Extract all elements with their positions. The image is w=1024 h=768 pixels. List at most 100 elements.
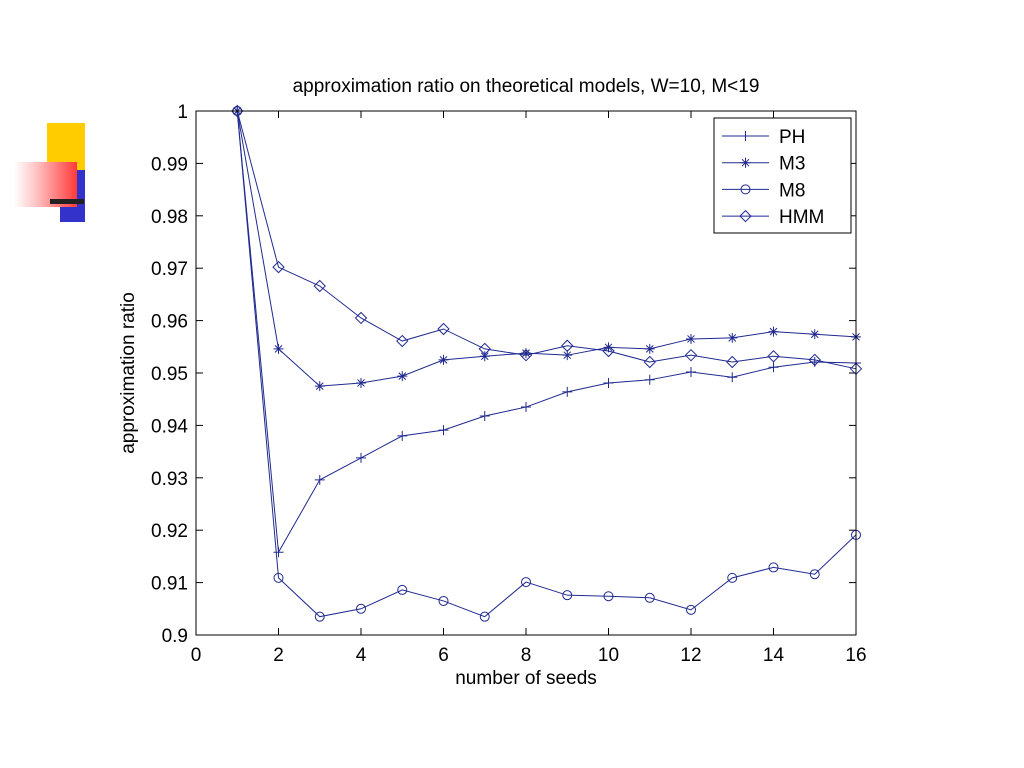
data-point-hmm: [684, 348, 698, 362]
legend-label: M8: [779, 180, 805, 201]
y-tick-label: 0.99: [151, 154, 188, 175]
axis-ticks: 0.9 0.91 0.92 0.93 0.94 0.95 0.96 0.97 0.98 0.99 1…: [151, 102, 867, 666]
y-tick-label: 0.92: [151, 521, 188, 542]
data-point-m8: [727, 572, 738, 583]
data-point-hmm: [313, 279, 326, 293]
y-tick-label: 0.91: [151, 574, 188, 595]
x-tick-label: 10: [598, 645, 619, 666]
series-line-hmm: [236, 110, 857, 370]
legend-marker-hmm: [739, 209, 752, 223]
x-axis-label: number of seeds: [455, 668, 597, 689]
series-hmm: [231, 104, 863, 376]
data-point-ph: [727, 372, 738, 383]
data-point-m3: [809, 329, 820, 340]
data-point-hmm: [561, 339, 574, 352]
x-tick-label: 0: [191, 645, 202, 666]
legend-entry-hmm: HMM: [722, 207, 824, 228]
data-point-ph: [686, 366, 696, 377]
legend-entry-m3: M3: [722, 154, 805, 175]
data-point-m8: [603, 591, 614, 602]
data-point-ph: [479, 410, 490, 421]
data-point-hmm: [602, 344, 615, 358]
data-point-ph: [273, 547, 284, 558]
data-point-m3: [479, 351, 490, 362]
data-point-m3: [356, 377, 366, 388]
data-point-ph: [521, 402, 531, 413]
legend-entry-m8: M8: [722, 180, 805, 201]
data-point-hmm: [478, 342, 491, 356]
data-point-m8: [397, 584, 408, 595]
legend-label: HMM: [779, 207, 824, 228]
x-tick-label: 4: [356, 645, 367, 666]
data-point-ph: [356, 452, 366, 463]
series-line-m8: [236, 110, 857, 618]
legend-label: M3: [779, 154, 805, 175]
y-axis-label: approximation ratio: [118, 292, 139, 454]
y-tick-label: 0.97: [151, 259, 188, 280]
data-point-m8: [562, 590, 573, 601]
y-tick-label: 0.94: [151, 416, 188, 437]
data-point-m3: [521, 348, 531, 359]
y-tick-label: 0.95: [151, 364, 188, 385]
series-line-m3: [236, 110, 857, 387]
data-point-m8: [314, 611, 325, 622]
y-tick-label: 1: [177, 102, 188, 123]
data-point-m3: [727, 332, 738, 343]
legend-box: [713, 117, 852, 234]
data-point-hmm: [231, 104, 244, 118]
data-point-m8: [521, 577, 531, 588]
data-point-hmm: [354, 311, 368, 325]
legend-marker-ph: [740, 131, 751, 141]
data-point-hmm: [808, 353, 821, 367]
data-point-m8: [809, 569, 820, 580]
plot-area-frame: [195, 110, 857, 636]
data-point-m3: [603, 342, 614, 353]
data-point-ph: [603, 377, 614, 388]
data-point-hmm: [396, 334, 409, 348]
x-tick-label: 12: [680, 645, 701, 666]
data-point-ph: [768, 362, 779, 373]
data-point-m3: [438, 354, 449, 365]
legend-marker-m8: [740, 184, 751, 195]
data-point-m8: [438, 595, 449, 606]
chart-title: approximation ratio on theoretical model…: [293, 76, 760, 97]
data-point-ph: [562, 386, 573, 397]
data-point-m3: [397, 371, 408, 382]
data-point-m3: [768, 326, 779, 337]
slide-decoration-black-bar: [50, 199, 84, 204]
data-point-m3: [273, 343, 284, 354]
data-point-m3: [314, 381, 325, 392]
data-point-m3: [686, 333, 696, 344]
legend-entry-ph: PH: [722, 127, 805, 148]
legend-label: PH: [779, 127, 805, 148]
series-m8: [232, 106, 861, 622]
data-point-m8: [768, 562, 779, 573]
y-tick-label: 0.98: [151, 207, 188, 228]
data-point-m8: [273, 572, 284, 583]
data-point-hmm: [272, 260, 285, 274]
data-point-ph: [397, 430, 408, 441]
data-point-m3: [644, 343, 655, 354]
data-point-hmm: [519, 348, 533, 362]
data-point-ph: [438, 425, 449, 436]
data-point-m8: [686, 604, 696, 615]
x-tick-label: 8: [521, 645, 532, 666]
data-point-hmm: [767, 350, 780, 363]
legend-marker-m3: [740, 157, 751, 168]
x-tick-label: 2: [273, 645, 284, 666]
y-tick-label: 0.9: [162, 626, 188, 647]
legend: PH M3 M8 HMM: [713, 117, 852, 234]
data-point-hmm: [726, 355, 739, 369]
data-point-hmm: [643, 355, 656, 369]
y-tick-label: 0.93: [151, 469, 188, 490]
x-tick-label: 6: [438, 645, 449, 666]
y-tick-label: 0.96: [151, 312, 188, 333]
data-point-hmm: [437, 322, 450, 336]
data-point-ph: [644, 374, 655, 385]
x-tick-label: 16: [845, 645, 866, 666]
x-tick-label: 14: [763, 645, 785, 666]
series-line-ph: [236, 110, 857, 554]
data-point-m8: [644, 592, 655, 603]
data-point-m3: [562, 350, 573, 361]
